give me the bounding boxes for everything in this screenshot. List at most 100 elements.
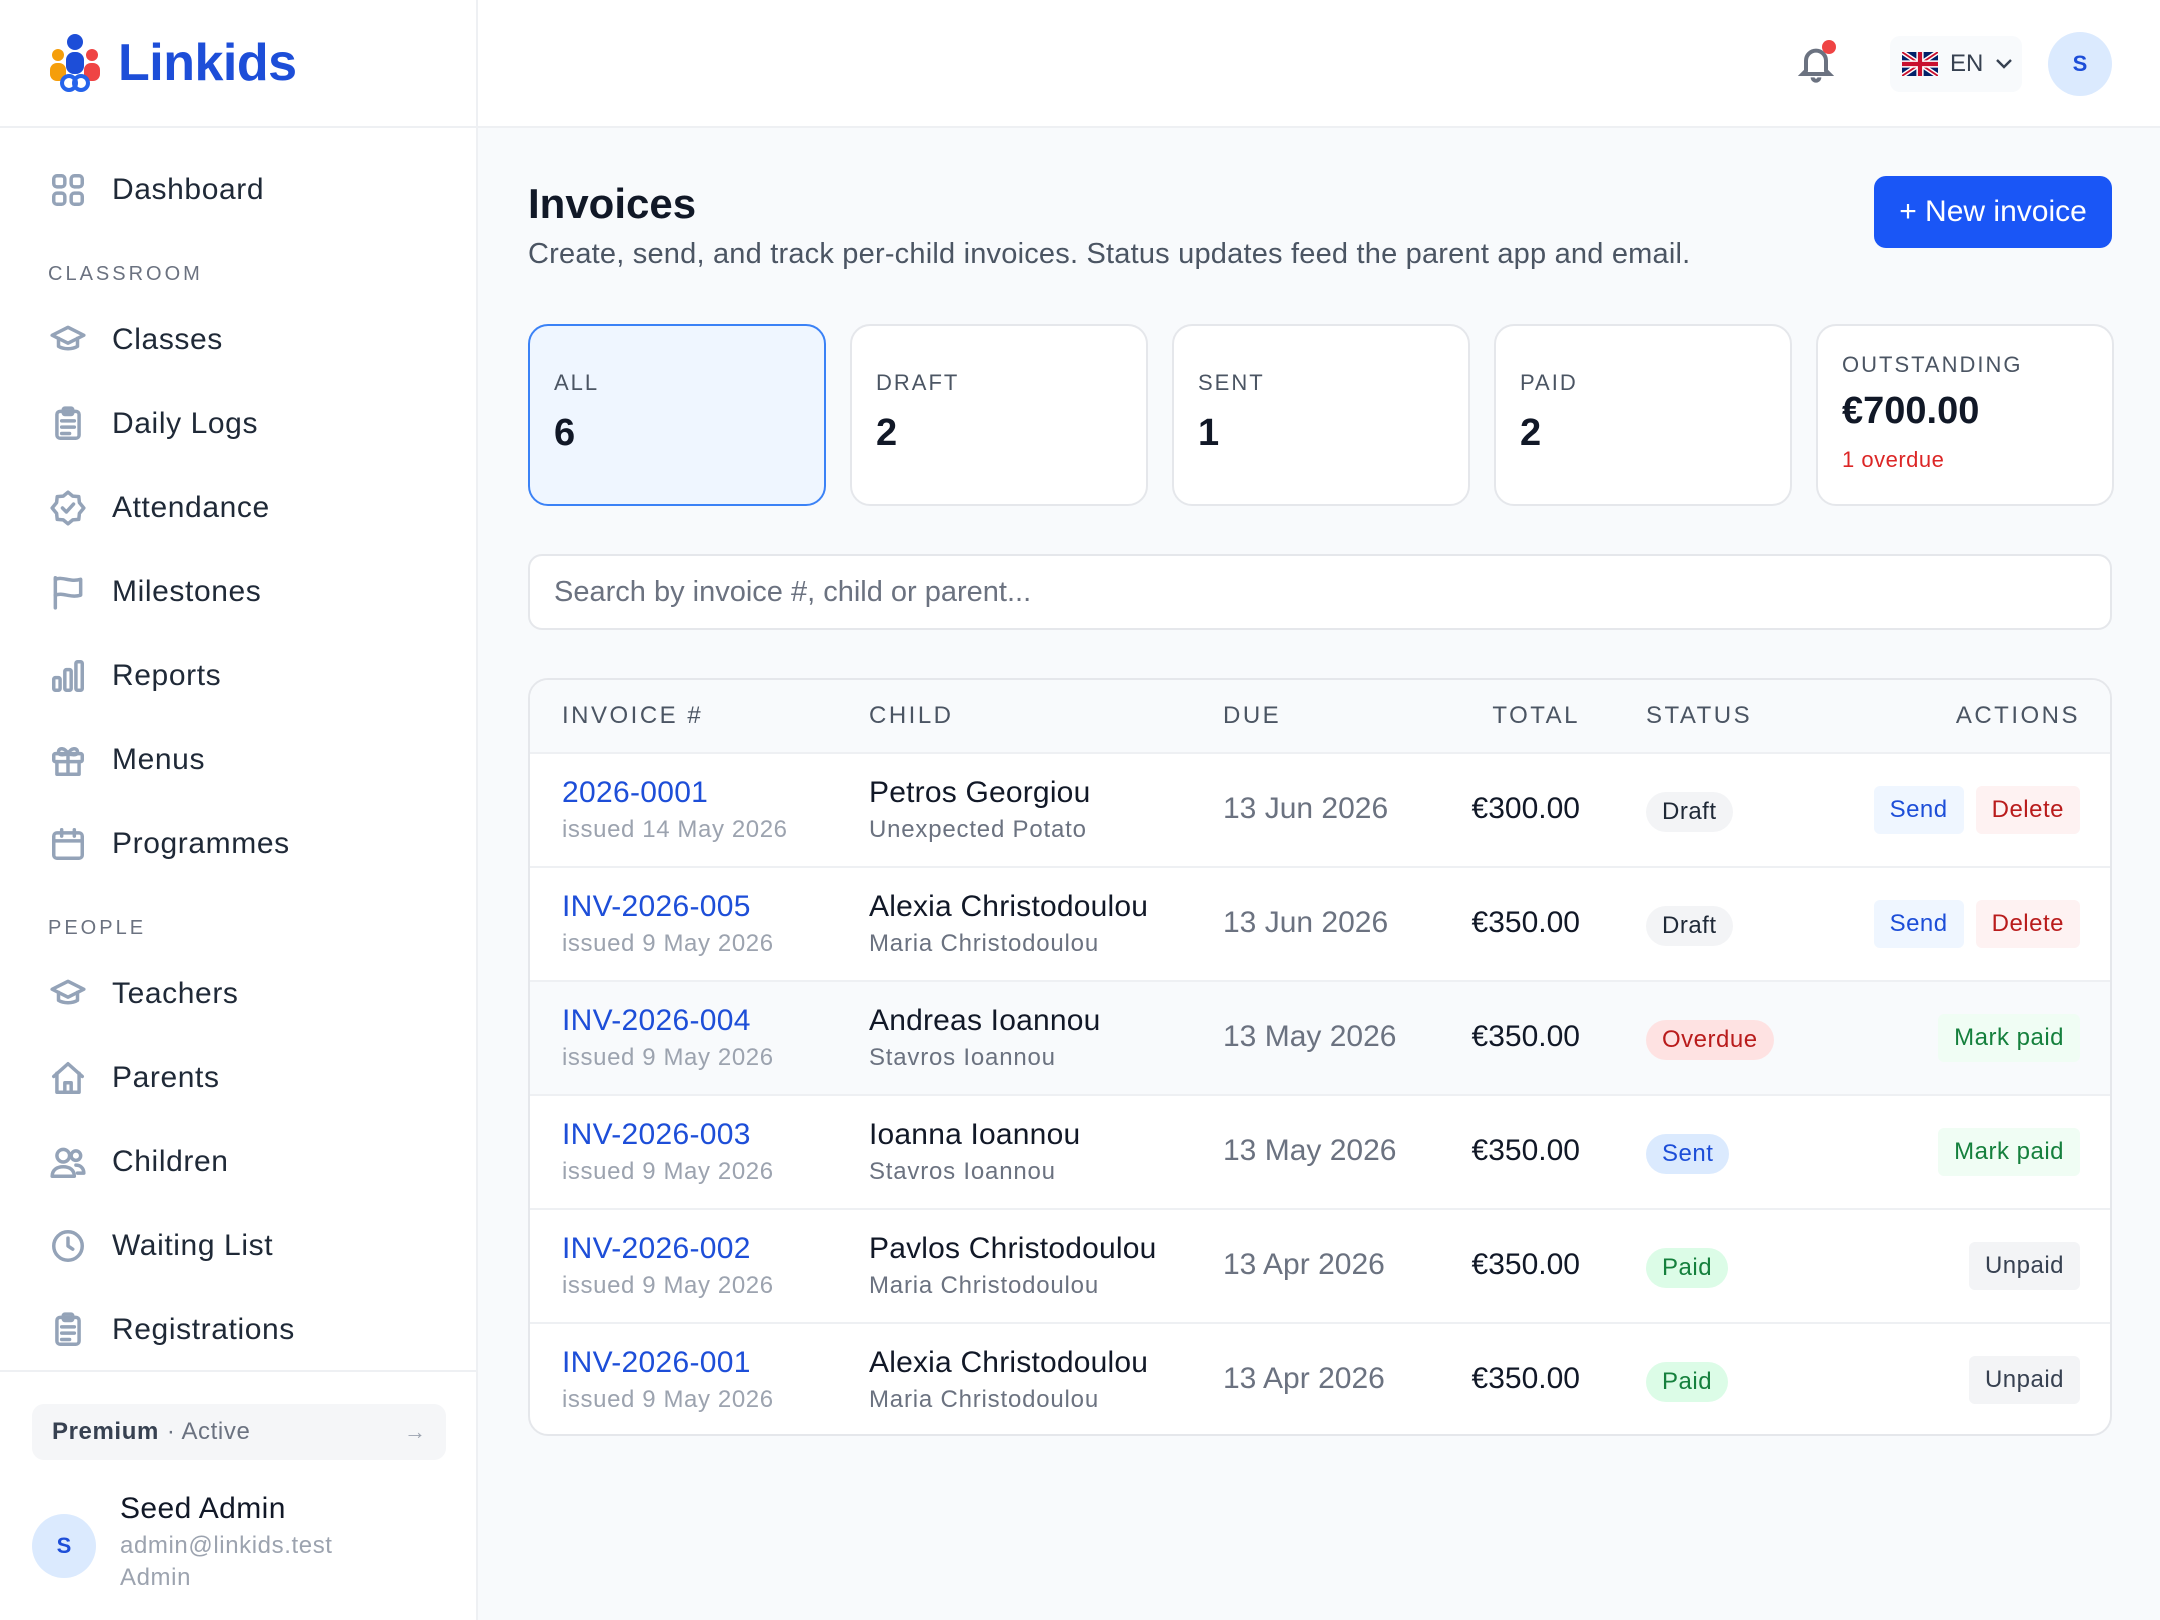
- dashboard-grid-icon: [48, 170, 88, 210]
- due-date: 13 May 2026: [1223, 1134, 1397, 1167]
- avatar[interactable]: S: [2048, 32, 2112, 96]
- sidebar-item-reports[interactable]: Reports: [0, 634, 476, 718]
- invoice-total: €350.00: [1471, 1248, 1580, 1281]
- stat-label: SENT: [1198, 370, 1265, 395]
- sidebar-item-label: Dashboard: [112, 173, 265, 206]
- arrow-right-icon: →: [404, 1419, 426, 1444]
- mark-unpaid-button[interactable]: Unpaid: [1968, 1242, 2080, 1290]
- child-name: Petros Georgiou: [869, 776, 1091, 809]
- table-row[interactable]: INV-2026-003 issued 9 May 2026 Ioanna Ioan…: [530, 1094, 2110, 1208]
- graduation-cap-icon: [48, 320, 88, 360]
- stat-label: OUTSTANDING: [1842, 352, 2023, 377]
- mark-paid-button[interactable]: Mark paid: [1938, 1128, 2080, 1176]
- table-row[interactable]: 2026-0001 issued 14 May 2026 Petros Georgi…: [530, 752, 2110, 866]
- sidebar-item-classes[interactable]: Classes: [0, 298, 476, 382]
- table-row[interactable]: INV-2026-001 issued 9 May 2026 Alexia Chri…: [530, 1322, 2110, 1434]
- delete-button[interactable]: Delete: [1975, 900, 2080, 948]
- parent-name: Unexpected Potato: [869, 816, 1087, 843]
- status-badge: Sent: [1646, 1134, 1730, 1174]
- stat-value: 6: [554, 412, 576, 454]
- invoice-number-link[interactable]: INV-2026-001: [562, 1346, 751, 1379]
- stat-card-paid[interactable]: PAID 2: [1494, 324, 1792, 506]
- status-badge: Overdue: [1646, 1020, 1774, 1060]
- sidebar-item-daily-logs[interactable]: Daily Logs: [0, 382, 476, 466]
- uk-flag-icon: [1902, 52, 1938, 76]
- column-header-actions: ACTIONS: [1955, 702, 2080, 729]
- invoice-number-link[interactable]: INV-2026-005: [562, 890, 751, 923]
- stat-value: 2: [1520, 412, 1542, 454]
- invoice-total: €350.00: [1471, 906, 1580, 939]
- send-button[interactable]: Send: [1873, 786, 1964, 834]
- due-date: 13 Apr 2026: [1223, 1248, 1385, 1281]
- language-select[interactable]: EN: [1890, 36, 2022, 92]
- clipboard-icon: [48, 404, 88, 444]
- invoice-number-link[interactable]: INV-2026-002: [562, 1232, 751, 1265]
- sidebar-footer: Premium · Active → S Seed Admin admin@li…: [0, 1370, 476, 1620]
- sidebar-item-programmes[interactable]: Programmes: [0, 802, 476, 886]
- linkids-logo-icon: [50, 34, 100, 92]
- table-row[interactable]: INV-2026-004 issued 9 May 2026 Andreas Ioa…: [530, 980, 2110, 1094]
- column-header-child: CHILD: [869, 702, 954, 729]
- invoice-total: €300.00: [1471, 792, 1580, 825]
- delete-button[interactable]: Delete: [1975, 786, 2080, 834]
- table-row[interactable]: INV-2026-002 issued 9 May 2026 Pavlos Chri…: [530, 1208, 2110, 1322]
- sidebar-item-milestones[interactable]: Milestones: [0, 550, 476, 634]
- stat-card-outstanding[interactable]: OUTSTANDING €700.00 1 overdue: [1816, 324, 2114, 506]
- stat-card-sent[interactable]: SENT 1: [1172, 324, 1470, 506]
- invoice-total: €350.00: [1471, 1134, 1580, 1167]
- overdue-count: 1 overdue: [1842, 447, 1945, 472]
- stat-label: DRAFT: [876, 370, 960, 395]
- sidebar-item-parents[interactable]: Parents: [0, 1036, 476, 1120]
- due-date: 13 Jun 2026: [1223, 792, 1389, 825]
- sidebar-item-label: Menus: [112, 743, 206, 776]
- invoice-number-link[interactable]: 2026-0001: [562, 776, 709, 809]
- sidebar-item-label: Teachers: [112, 977, 239, 1010]
- column-header-status: STATUS: [1646, 702, 1753, 729]
- sidebar-item-waiting-list[interactable]: Waiting List: [0, 1204, 476, 1288]
- sidebar-item-label: Classes: [112, 323, 223, 356]
- nav-section-classroom: CLASSROOM: [48, 263, 203, 285]
- mark-paid-button[interactable]: Mark paid: [1938, 1014, 2080, 1062]
- notifications-button[interactable]: [1796, 40, 1836, 86]
- sidebar-item-registrations[interactable]: Registrations: [0, 1288, 476, 1372]
- plan-status: · Active: [166, 1418, 251, 1445]
- parent-name: Maria Christodoulou: [869, 1272, 1099, 1299]
- sidebar-item-dashboard[interactable]: Dashboard: [0, 148, 476, 232]
- search-input[interactable]: [528, 554, 2112, 630]
- sidebar-item-label: Parents: [112, 1061, 220, 1094]
- notification-dot: [1822, 40, 1836, 54]
- clock-icon: [48, 1226, 88, 1266]
- sidebar-item-label: Daily Logs: [112, 407, 259, 440]
- invoice-number-link[interactable]: INV-2026-004: [562, 1004, 751, 1037]
- page-subtitle: Create, send, and track per-child invoic…: [528, 238, 1691, 270]
- sidebar-item-label: Reports: [112, 659, 222, 692]
- due-date: 13 Apr 2026: [1223, 1362, 1385, 1395]
- user-profile[interactable]: S Seed Admin admin@linkids.test Admin: [32, 1492, 333, 1592]
- clipboard-icon: [48, 1310, 88, 1350]
- invoice-total: €350.00: [1471, 1020, 1580, 1053]
- parent-name: Maria Christodoulou: [869, 930, 1099, 957]
- plan-banner[interactable]: Premium · Active →: [32, 1404, 446, 1460]
- new-invoice-button[interactable]: + New invoice: [1874, 176, 2112, 248]
- language-code: EN: [1950, 50, 1984, 77]
- table-body: 2026-0001 issued 14 May 2026 Petros Georgi…: [530, 752, 2110, 1434]
- mark-unpaid-button[interactable]: Unpaid: [1968, 1356, 2080, 1404]
- table-row[interactable]: INV-2026-005 issued 9 May 2026 Alexia Chri…: [530, 866, 2110, 980]
- sidebar-item-teachers[interactable]: Teachers: [0, 952, 476, 1036]
- send-button[interactable]: Send: [1873, 900, 1964, 948]
- sidebar-item-children[interactable]: Children: [0, 1120, 476, 1204]
- sidebar-nav: Dashboard CLASSROOM Classes Daily Logs A…: [0, 128, 476, 1372]
- sidebar-item-attendance[interactable]: Attendance: [0, 466, 476, 550]
- invoice-total: €350.00: [1471, 1362, 1580, 1395]
- status-badge: Draft: [1646, 792, 1733, 832]
- flag-icon: [48, 572, 88, 612]
- stat-card-all[interactable]: ALL 6: [528, 324, 826, 506]
- issued-date: issued 9 May 2026: [562, 1272, 774, 1299]
- app-name: Linkids: [118, 34, 297, 92]
- stat-card-draft[interactable]: DRAFT 2: [850, 324, 1148, 506]
- user-name: Seed Admin: [120, 1492, 286, 1525]
- child-name: Alexia Christodoulou: [869, 890, 1149, 923]
- invoice-number-link[interactable]: INV-2026-003: [562, 1118, 751, 1151]
- brand[interactable]: Linkids: [0, 0, 476, 128]
- sidebar-item-menus[interactable]: Menus: [0, 718, 476, 802]
